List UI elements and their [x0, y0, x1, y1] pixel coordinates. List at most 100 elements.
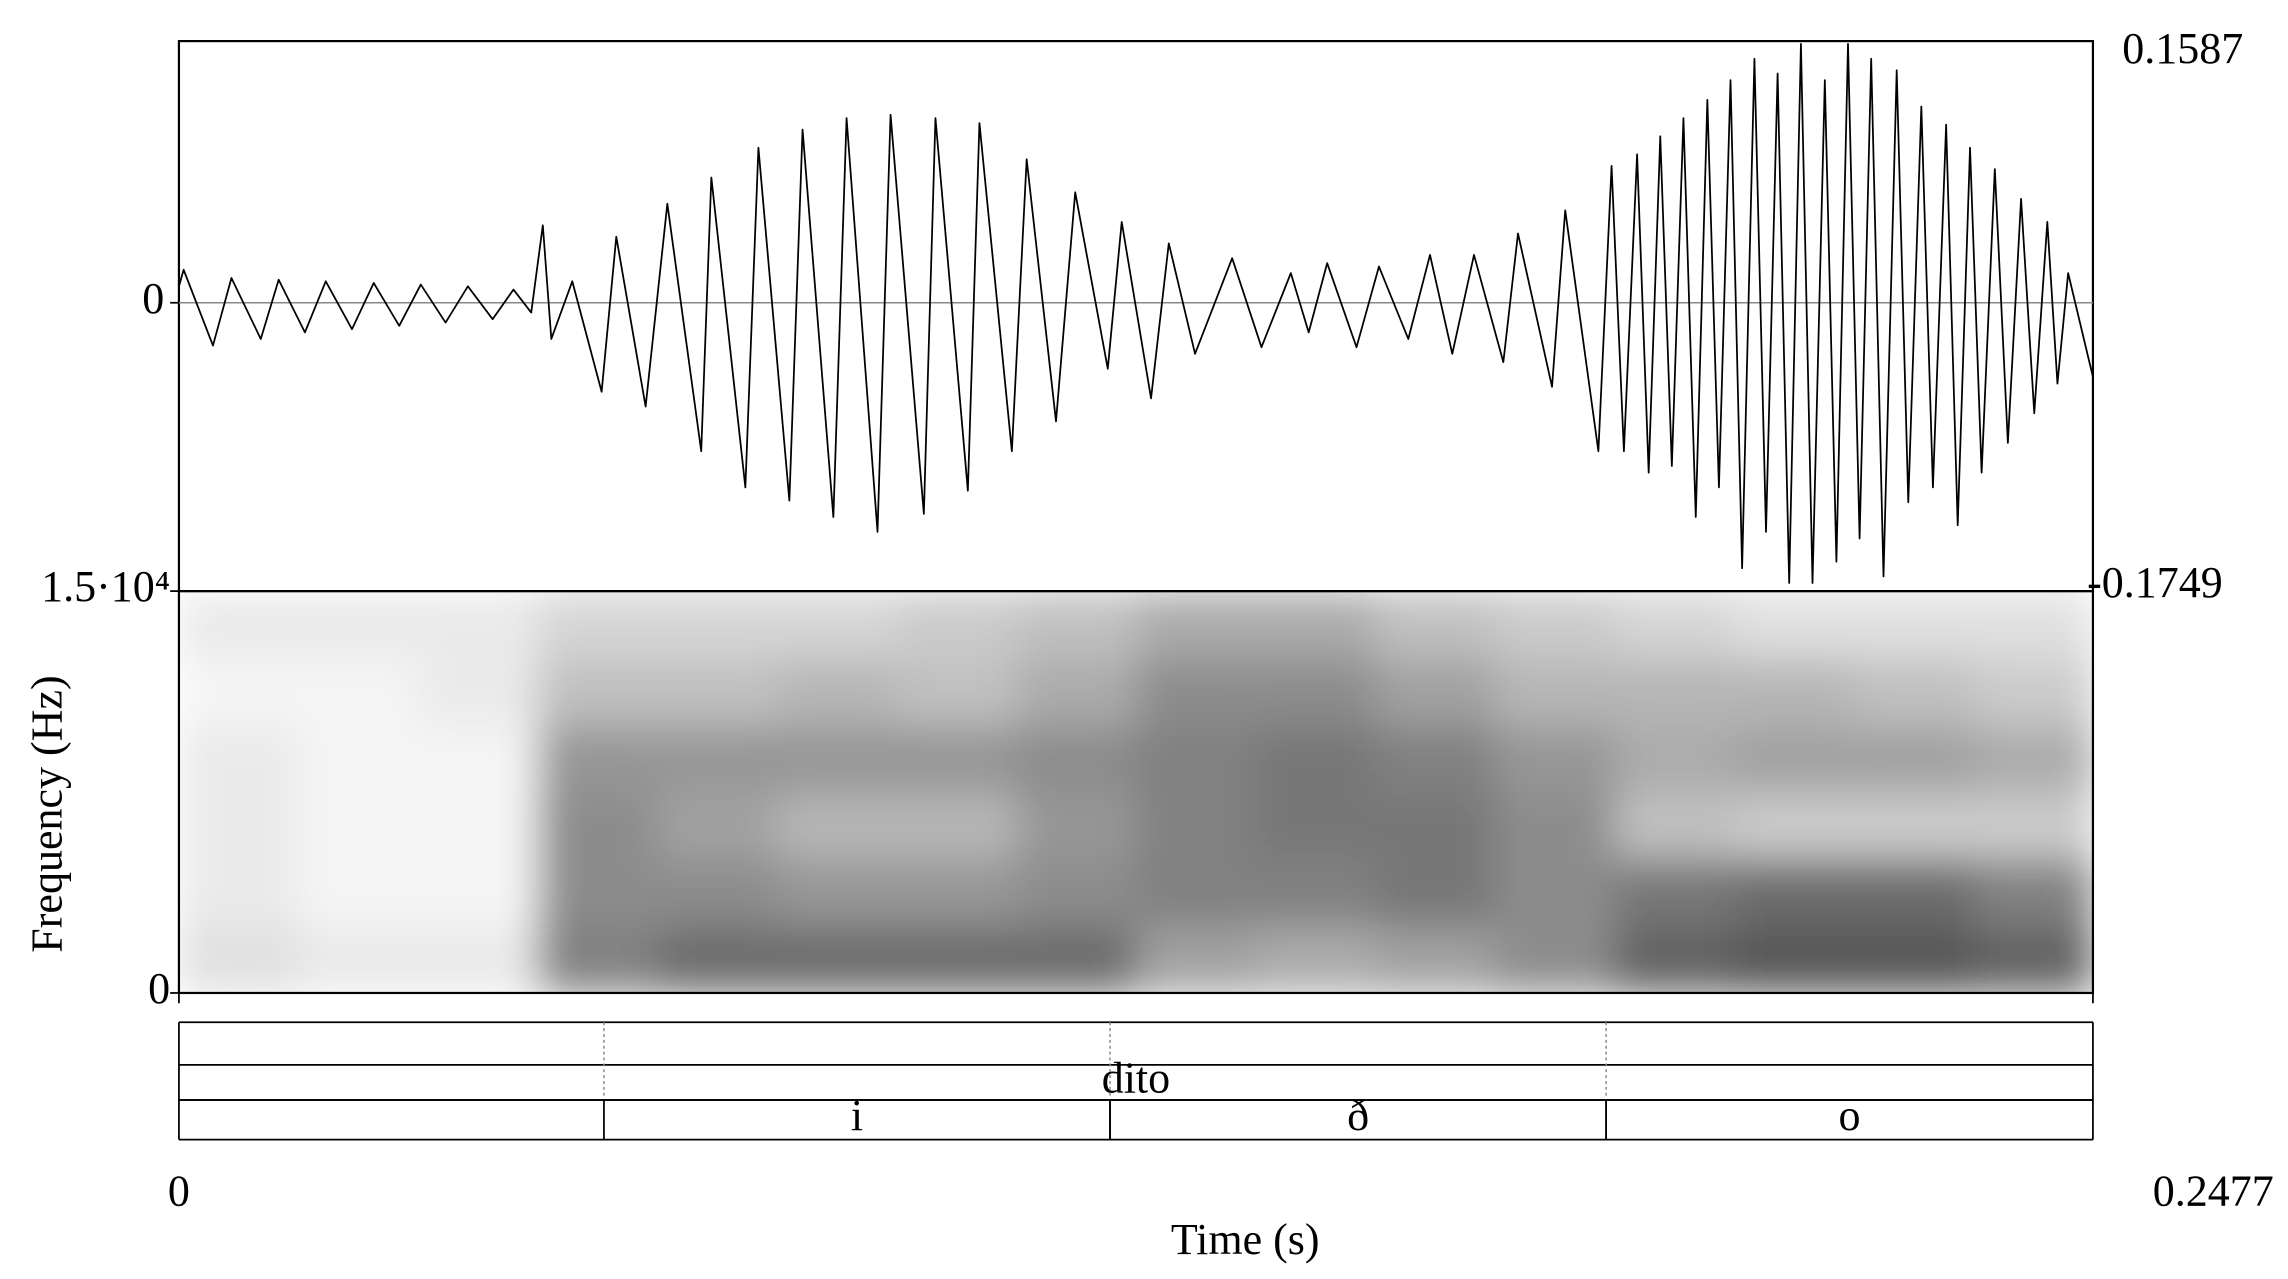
x-axis-label: Time (s) [1171, 1215, 1320, 1264]
spectrogram-cell [418, 658, 539, 726]
spectrogram-cell [1375, 792, 1496, 860]
spectrogram-cell [896, 658, 1018, 726]
spectrogram-cell [1973, 725, 2093, 793]
spectrogram-cell [1375, 725, 1496, 793]
spectrogram-cell [896, 792, 1018, 860]
spectrogram-cell [178, 792, 300, 860]
spectrogram-cell [1973, 859, 2093, 927]
y-tick-label: 0 [148, 964, 170, 1013]
spectrogram-cell [1016, 591, 1138, 659]
spectrogram-cell [298, 792, 420, 860]
x-tick-label: 0 [168, 1166, 190, 1215]
spectrogram-cell [1255, 792, 1376, 860]
spectrogram-cell [1375, 859, 1496, 927]
spectrogram-cell [1614, 658, 1736, 726]
spectrogram-cell [657, 859, 778, 927]
y-tick-label: 0 [142, 274, 164, 323]
spectrogram-cell [178, 925, 300, 993]
spectrogram [178, 591, 2093, 993]
spectrogram-cell [537, 658, 658, 726]
spectrogram-cell [1136, 725, 1257, 793]
spectrogram-cell [777, 792, 898, 860]
spectrogram-cell [1375, 658, 1496, 726]
spectrogram-cells [178, 591, 2093, 993]
spectrogram-cell [298, 725, 420, 793]
spectrogram-cell [298, 925, 420, 993]
x-tick-label: 0.2477 [2153, 1166, 2274, 1215]
spectrogram-cell [1016, 658, 1138, 726]
interval-label: dito [1102, 1054, 1170, 1103]
spectrogram-cell [657, 591, 778, 659]
spectrogram-cell [1734, 925, 1855, 993]
spectrogram-cell [537, 591, 658, 659]
spectrogram-cell [1494, 658, 1616, 726]
spectrogram-cell [896, 925, 1018, 993]
spectrogram-cell [1255, 591, 1376, 659]
spectrogram-cell [1494, 859, 1616, 927]
spectrogram-cell [1973, 658, 2093, 726]
spectrogram-cell [1136, 792, 1257, 860]
spectrogram-cell [1853, 591, 1974, 659]
spectrogram-cell [1853, 725, 1974, 793]
spectrogram-cell [1614, 925, 1736, 993]
spectrogram-cell [1016, 925, 1138, 993]
spectrogram-cell [657, 725, 778, 793]
spectrogram-cell [1734, 859, 1855, 927]
y-max-label: 0.1587 [2122, 24, 2243, 73]
spectrogram-cell [1255, 658, 1376, 726]
spectrogram-frame [177, 590, 2095, 995]
spectrogram-cell [777, 591, 898, 659]
interval-label: ð [1347, 1091, 1369, 1140]
spectrogram-cell [178, 725, 300, 793]
spectrogram-cell [1494, 792, 1616, 860]
spectrogram-cell [1016, 859, 1138, 927]
spectrogram-cell [657, 658, 778, 726]
y-axis-label: Frequency (Hz) [22, 675, 71, 952]
spectrogram-cell [657, 925, 778, 993]
y-min-label: -0.1749 [2087, 558, 2223, 607]
spectrogram-cell [1853, 792, 1974, 860]
spectrogram-cell [896, 591, 1018, 659]
spectrogram-cell [537, 925, 658, 993]
spectrogram-cell [777, 859, 898, 927]
spectrogram-cell [777, 658, 898, 726]
spectrogram-cell [1614, 591, 1736, 659]
spectrogram-cell [1375, 591, 1496, 659]
spectrogram-cell [418, 859, 539, 927]
spectrogram-cell [896, 725, 1018, 793]
spectrogram-cell [777, 725, 898, 793]
spectrogram-cell [418, 591, 539, 659]
spectrogram-cell [1973, 792, 2093, 860]
spectrogram-cell [298, 859, 420, 927]
spectrogram-cell [1734, 658, 1855, 726]
spectrogram-cell [1853, 658, 1974, 726]
spectrogram-cell [1734, 591, 1855, 659]
y-tick-label: 1.5·10⁴ [41, 562, 170, 611]
spectrogram-cell [298, 658, 420, 726]
spectrogram-cell [298, 591, 420, 659]
spectrogram-cell [418, 725, 539, 793]
spectrogram-cell [1255, 925, 1376, 993]
spectrogram-cell [1494, 725, 1616, 793]
spectrogram-cell [1614, 725, 1736, 793]
spectrogram-cell [777, 925, 898, 993]
spectrogram-cell [418, 792, 539, 860]
spectrogram-cell [657, 792, 778, 860]
spectrogram-cell [1614, 859, 1736, 927]
waveform [178, 43, 2094, 584]
spectrogram-cell [1734, 792, 1855, 860]
spectrogram-cell [1853, 925, 1974, 993]
spectrogram-cell [178, 658, 300, 726]
spectrogram-cell [1853, 859, 1974, 927]
spectrogram-cell [1494, 925, 1616, 993]
interval-label: i [851, 1091, 863, 1140]
spectrogram-cell [1973, 591, 2093, 659]
spectrogram-cell [1136, 925, 1257, 993]
spectrogram-cell [537, 725, 658, 793]
spectrogram-cell [537, 859, 658, 927]
spectrogram-cell [1016, 725, 1138, 793]
spectrogram-cell [1973, 925, 2093, 993]
spectrogram-cell [1375, 925, 1496, 993]
